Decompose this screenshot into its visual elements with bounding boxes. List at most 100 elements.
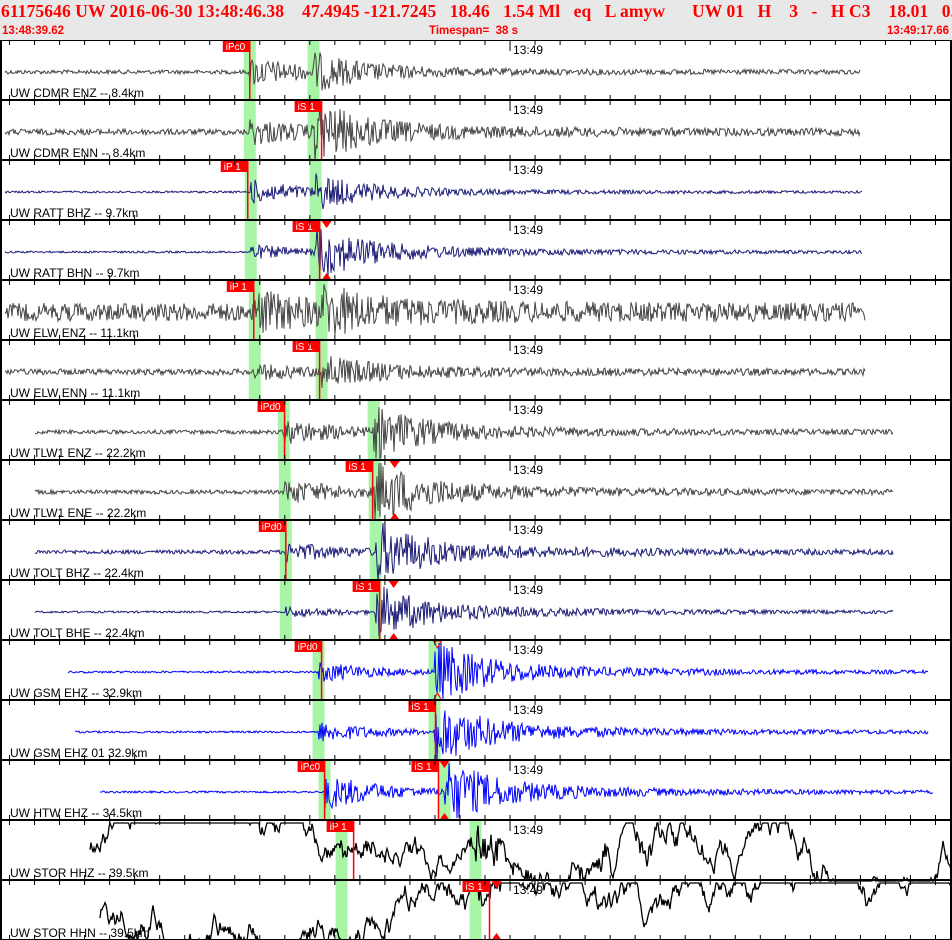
event-summary: 61175646 UW 2016-06-30 13:48:46.38 47.49… [1, 1, 952, 21]
minute-label: 13:49 [513, 283, 543, 297]
start-time: 13:48:39.62 [2, 25, 65, 37]
pick-label: iS 1 [296, 222, 314, 233]
minute-label: 13:49 [513, 223, 543, 237]
channel-label: UW ELW ENN -- 11.1km [10, 386, 140, 400]
channel-trace[interactable]: iPc0 13:49 UW CDMR ENZ -- 8.4km [4, 40, 861, 100]
channel-label: UW STOR HHZ -- 39.5km [10, 866, 148, 880]
minute-label: 13:49 [513, 103, 543, 117]
minute-label: 13:49 [513, 883, 543, 897]
pick-label: iS 1 [298, 102, 316, 113]
channel-label: UW HTW EHZ -- 34.5km [10, 806, 142, 820]
pick-flag [408, 701, 436, 712]
waveform [4, 52, 861, 91]
pick-flag [292, 221, 320, 232]
channel-label: UW RATT BHZ -- 9.7km [10, 206, 138, 220]
channel-label: UW TOLT BHE -- 22.4km [10, 626, 144, 640]
pick-window [335, 880, 348, 940]
waveform [4, 356, 866, 388]
channel-label: UW TLW1 ENE -- 22.2km [10, 506, 146, 520]
pick-marker-bottom-icon [388, 633, 399, 640]
pick-marker-bottom-icon [491, 933, 502, 940]
minute-label: 13:49 [513, 343, 543, 357]
pick-label: iS 1 [349, 462, 367, 473]
channel-trace[interactable]: iS 1 13:49 UW TLW1 ENE -- 22.2km [10, 460, 894, 520]
pick-window [248, 280, 261, 340]
pick-marker-top-icon [321, 221, 332, 228]
pick-label: iPc0 [226, 42, 246, 53]
pick-label: iP 1 [224, 162, 241, 173]
channel-label: UW ELW ENZ -- 11.1km [10, 326, 139, 340]
minute-label: 13:49 [513, 43, 543, 57]
pick-label: iS 1 [411, 702, 429, 713]
pick-flag [258, 521, 286, 532]
waveform [4, 284, 866, 335]
waveform [74, 710, 929, 762]
waveform [67, 642, 929, 700]
waveform [34, 462, 894, 520]
pick-label: iS 1 [356, 582, 374, 593]
pick-flag [257, 401, 285, 412]
minute-label: 13:49 [513, 583, 543, 597]
pick-marker-top-icon [439, 761, 450, 768]
channel-trace[interactable]: iP 1 13:49 UW ELW ENZ -- 11.1km [4, 280, 866, 340]
channel-trace[interactable]: iS 1 13:49 UW TOLT BHE -- 22.4km [10, 580, 894, 640]
pick-label: iPc0 [301, 762, 321, 773]
channel-trace[interactable]: iPd0 13:49 UW TLW1 ENZ -- 22.2km [10, 400, 894, 461]
pick-flag [462, 881, 490, 892]
waveform [34, 586, 894, 637]
pick-label: iS 1 [296, 342, 314, 353]
pick-marker-top-icon [491, 881, 502, 888]
pick-window [277, 400, 290, 460]
pick-window [335, 820, 348, 880]
channel-label: UW GSM EHZ -- 32.9km [10, 686, 142, 700]
minute-label: 13:49 [513, 523, 543, 537]
channel-trace[interactable]: iS 1 13:49 UW CDMR ENN -- 8.4km [4, 100, 861, 162]
pick-marker-bottom-icon [439, 813, 450, 820]
minute-label: 13:49 [513, 823, 543, 837]
minute-label: 13:49 [513, 403, 543, 417]
minute-label: 13:49 [513, 463, 543, 477]
pick-label: iS 1 [466, 882, 484, 893]
channel-trace[interactable]: iPd0 13:49 UW TOLT BHZ -- 22.4km [10, 520, 894, 582]
waveform [99, 762, 934, 819]
channel-label: UW TOLT BHZ -- 22.4km [10, 566, 144, 580]
pick-label: iPd0 [298, 642, 318, 653]
pick-flag [352, 581, 380, 592]
channel-label: UW STOR HHN -- 39.5km [10, 926, 150, 940]
pick-flag [411, 761, 439, 772]
minute-label: 13:49 [513, 703, 543, 717]
channel-trace[interactable]: iP 1 13:49 UW RATT BHZ -- 9.7km [4, 160, 863, 220]
waveform [34, 522, 894, 582]
timespan: Timespan= 38 s [429, 25, 518, 37]
pick-label: iPd0 [262, 522, 282, 533]
pick-label: iP 1 [230, 282, 247, 293]
channel-trace[interactable]: iPd0 13:49 UW GSM EHZ -- 32.9km [10, 640, 929, 701]
waveform [4, 173, 863, 210]
channel-trace[interactable]: iS 1 13:49 UW RATT BHN -- 9.7km [4, 220, 863, 280]
channel-trace[interactable]: iS 1 13:49 UW GSM EHZ 01 32.9km [10, 700, 929, 762]
minute-label: 13:49 [513, 643, 543, 657]
channel-label: UW TLW1 ENZ -- 22.2km [10, 446, 146, 460]
pick-flag [226, 281, 254, 292]
pick-window [315, 340, 328, 400]
seismogram-panel[interactable]: iPc0 13:49 UW CDMR ENZ -- 8.4km iS 1 13:49 UW… [0, 40, 952, 940]
pick-flag [292, 341, 320, 352]
channel-label: UW RATT BHN -- 9.7km [10, 266, 140, 280]
waveform [4, 103, 861, 162]
channel-trace[interactable]: iS 1 13:49 UW ELW ENN -- 11.1km [4, 340, 866, 400]
channel-trace[interactable]: iPc0 iS 1 13:49 UW HTW EHZ -- 34.5km [10, 760, 934, 820]
pick-window [307, 100, 320, 160]
waveform [89, 820, 952, 884]
channel-trace[interactable]: iS 1 13:49 UW STOR HHN -- 39.5km [10, 880, 952, 940]
channel-label: UW CDMR ENN -- 8.4km [10, 146, 145, 160]
pick-window [278, 460, 291, 520]
pick-window [438, 760, 451, 820]
channel-trace[interactable]: iP 1 13:49 UW STOR HHZ -- 39.5km [10, 820, 952, 884]
pick-marker-top-icon [388, 581, 399, 588]
pick-flag [294, 641, 322, 652]
end-time: 13:49:17.66 [886, 25, 949, 37]
channel-label: UW GSM EHZ 01 32.9km [10, 746, 147, 760]
pick-flag [220, 161, 248, 172]
pick-flag [345, 461, 373, 472]
pick-flag [326, 821, 354, 832]
